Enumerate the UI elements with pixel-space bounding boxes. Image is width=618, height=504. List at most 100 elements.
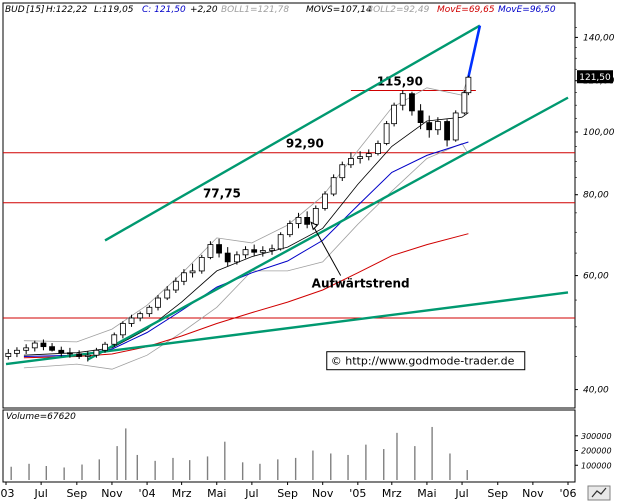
price-bar-body xyxy=(128,317,135,324)
movs-label: MOVS=107,14 xyxy=(306,5,372,15)
price-bar xyxy=(330,174,337,197)
price-bar-body xyxy=(365,153,372,158)
price-bar xyxy=(286,220,293,238)
price-bar xyxy=(399,90,406,111)
volume-tick-label: 100000 xyxy=(581,461,612,470)
level-label: 77,75 xyxy=(203,187,241,201)
price-bar-body xyxy=(207,244,214,258)
x-tick-label: '04 xyxy=(139,487,156,500)
price-bar-body xyxy=(137,313,144,319)
price-bar xyxy=(189,263,196,278)
price-bar xyxy=(93,347,100,358)
price-bar xyxy=(295,212,302,229)
price-bar xyxy=(49,343,55,352)
price-bar-body xyxy=(399,93,406,106)
y-axis-labels: 40,0060,0080,00100,00120,00140,001000002… xyxy=(575,27,615,470)
price-bar-body xyxy=(224,252,231,263)
x-tick-label: Nov xyxy=(522,487,544,500)
volume-tick-label: 200000 xyxy=(581,447,612,456)
price-bar-body xyxy=(49,346,55,351)
price-bar xyxy=(269,244,275,255)
trend-line xyxy=(104,24,481,242)
price-bar xyxy=(14,347,20,358)
price-panel-frame xyxy=(2,2,576,409)
price-bar-body xyxy=(357,156,364,159)
price-bar-body xyxy=(23,347,30,351)
price-bar-body xyxy=(181,272,187,282)
volume-panel-frame xyxy=(2,409,576,483)
price-bar-body xyxy=(172,280,179,291)
price-bar xyxy=(465,75,472,96)
price-bar xyxy=(357,151,364,164)
close-label: C: 121,50 xyxy=(142,5,186,15)
price-bar-body xyxy=(304,216,311,225)
price-bar-body xyxy=(286,223,293,236)
price-bar xyxy=(444,119,450,147)
price-bar xyxy=(251,244,258,256)
y-tick-label: 60,00 xyxy=(583,272,609,282)
price-bar-body xyxy=(5,352,12,357)
price-bar-body xyxy=(444,121,450,141)
price-bar-body xyxy=(375,143,381,155)
price-bar xyxy=(40,339,47,351)
price-bar-body xyxy=(198,257,205,272)
price-bar-body xyxy=(146,306,153,315)
level-label: 92,90 xyxy=(286,137,324,151)
y-tick-label: 40,00 xyxy=(583,386,609,396)
price-bar-body xyxy=(465,76,472,94)
high-label: H:122,22 xyxy=(46,5,88,15)
price-bar-body xyxy=(31,342,38,349)
price-bar xyxy=(102,341,108,353)
series-line-move-96-50 xyxy=(23,141,469,357)
x-tick-label: Mai xyxy=(207,487,226,500)
x-tick-label: '05 xyxy=(349,487,366,500)
price-bar xyxy=(67,347,73,358)
x-tick-label: Jul xyxy=(33,487,47,500)
x-axis-labels: '03 Jul Sep Nov '04 Mrz Mai Jul Sep Nov '05 Mrz Mai J… xyxy=(0,482,577,500)
annotations: Aufwärtstrend © http://www.godmode-trader… xyxy=(310,221,526,371)
price-bar-body xyxy=(111,334,118,345)
price-bar-body xyxy=(189,270,196,274)
price-bar xyxy=(348,152,354,168)
price-bar xyxy=(5,349,12,360)
price-bar-body xyxy=(102,343,108,351)
low-label: L:119,05 xyxy=(94,5,134,15)
price-bar xyxy=(181,269,187,286)
price-bar xyxy=(365,149,372,161)
last-price-marker: 121,50 xyxy=(577,70,613,84)
price-bar-body xyxy=(119,323,126,336)
x-tick-label: Sep xyxy=(487,487,508,500)
chart-corner-icon[interactable] xyxy=(587,485,611,501)
x-tick-label: '03 xyxy=(0,487,15,500)
series-line-boll1 xyxy=(23,76,469,343)
price-bar xyxy=(164,286,171,301)
price-bar-body xyxy=(93,349,100,356)
price-bar xyxy=(137,311,144,322)
change-label: +2,20 xyxy=(190,5,218,15)
annotation-arrowhead xyxy=(310,221,319,231)
price-bar-body xyxy=(391,104,398,125)
price-bar xyxy=(146,305,153,317)
price-bar-body xyxy=(417,110,424,123)
x-tick-label: Mrz xyxy=(172,487,192,500)
price-bar xyxy=(155,294,161,311)
x-tick-label: Jul xyxy=(244,487,258,500)
trend-line xyxy=(5,291,569,366)
price-bar-body xyxy=(322,193,328,209)
price-bar-body xyxy=(164,289,171,299)
price-bar xyxy=(391,102,398,127)
price-bar-body xyxy=(269,248,275,251)
price-bar-body xyxy=(426,122,433,131)
price-bar-body xyxy=(242,249,249,256)
move-slow-label: MovE=69,65 xyxy=(437,5,495,15)
price-bar xyxy=(322,191,328,211)
symbol-label: BUD xyxy=(5,5,25,15)
price-bar-body xyxy=(452,112,459,141)
x-tick-label: Jul xyxy=(454,487,468,500)
trend-lines xyxy=(5,24,569,366)
price-bar xyxy=(23,344,30,354)
price-bar xyxy=(434,117,441,135)
price-bar xyxy=(383,120,390,146)
